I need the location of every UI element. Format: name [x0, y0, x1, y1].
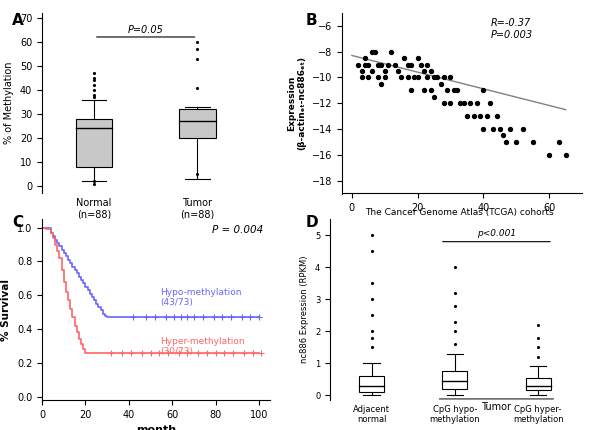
X-axis label: % of methylation: % of methylation: [412, 219, 512, 229]
X-axis label: month: month: [136, 425, 176, 430]
Point: [377, 80, 386, 87]
Point: [413, 74, 422, 81]
Point: [544, 151, 554, 158]
Point: [380, 74, 389, 81]
Point: [452, 87, 462, 94]
Point: [442, 87, 452, 94]
Point: [406, 61, 416, 68]
Point: [353, 61, 363, 68]
Point: [528, 138, 538, 145]
Text: Hyper-methylation
(30/73): Hyper-methylation (30/73): [161, 337, 245, 356]
Point: [426, 87, 436, 94]
Point: [429, 74, 439, 81]
Point: [400, 55, 409, 61]
FancyBboxPatch shape: [76, 119, 112, 167]
Text: Tumor: Tumor: [481, 402, 511, 412]
Text: P=0.05: P=0.05: [128, 25, 164, 34]
Point: [403, 74, 413, 81]
FancyBboxPatch shape: [526, 378, 551, 390]
Y-axis label: Expression
(β-actinₑₜ-nc886ₑₜ): Expression (β-actinₑₜ-nc886ₑₜ): [287, 56, 306, 150]
Point: [495, 126, 505, 132]
Point: [554, 138, 564, 145]
Text: p<0.001: p<0.001: [477, 229, 516, 238]
Point: [419, 68, 429, 74]
Point: [393, 68, 403, 74]
Point: [439, 74, 449, 81]
Point: [498, 132, 508, 139]
Point: [436, 80, 445, 87]
Point: [433, 74, 442, 81]
Point: [485, 100, 495, 107]
Point: [410, 74, 419, 81]
Point: [377, 61, 386, 68]
Text: A: A: [12, 13, 24, 28]
Point: [406, 87, 416, 94]
Text: D: D: [306, 215, 319, 230]
Point: [360, 61, 370, 68]
Point: [488, 126, 498, 132]
Point: [357, 74, 367, 81]
Point: [511, 138, 521, 145]
FancyBboxPatch shape: [359, 376, 384, 392]
Point: [472, 100, 482, 107]
Point: [360, 55, 370, 61]
Point: [383, 61, 393, 68]
Point: [505, 126, 514, 132]
Point: [459, 100, 469, 107]
Point: [416, 61, 426, 68]
Y-axis label: % Survival: % Survival: [1, 279, 11, 341]
Point: [397, 74, 406, 81]
Point: [446, 100, 455, 107]
Point: [469, 113, 478, 120]
Point: [479, 87, 488, 94]
Point: [561, 151, 571, 158]
Point: [419, 87, 429, 94]
FancyBboxPatch shape: [442, 371, 467, 389]
Point: [367, 68, 376, 74]
Point: [390, 61, 400, 68]
Point: [373, 61, 383, 68]
Point: [449, 87, 458, 94]
Y-axis label: nc886 Expression (RPKM): nc886 Expression (RPKM): [301, 256, 310, 363]
Point: [479, 126, 488, 132]
Text: P = 0.004: P = 0.004: [212, 225, 263, 235]
Point: [370, 48, 380, 55]
Point: [446, 74, 455, 81]
Point: [373, 74, 383, 81]
Text: B: B: [306, 13, 317, 28]
Text: R=-0.37
P=0.003: R=-0.37 P=0.003: [491, 18, 533, 40]
Point: [502, 138, 511, 145]
FancyBboxPatch shape: [179, 109, 215, 138]
Point: [426, 68, 436, 74]
Point: [475, 113, 485, 120]
Point: [364, 74, 373, 81]
Point: [518, 126, 527, 132]
Point: [455, 100, 465, 107]
Text: Hypo-methylation
(43/73): Hypo-methylation (43/73): [161, 288, 242, 307]
Point: [429, 93, 439, 100]
Point: [403, 61, 413, 68]
Point: [422, 74, 432, 81]
Point: [413, 55, 422, 61]
Title: The Cancer Genome Atlas (TCGA) cohorts: The Cancer Genome Atlas (TCGA) cohorts: [365, 208, 553, 217]
Point: [466, 100, 475, 107]
Point: [367, 48, 376, 55]
Point: [357, 68, 367, 74]
Point: [422, 61, 432, 68]
Point: [386, 48, 396, 55]
Point: [482, 113, 491, 120]
Text: C: C: [12, 215, 23, 230]
Point: [439, 100, 449, 107]
Point: [364, 61, 373, 68]
Y-axis label: % of Methylation: % of Methylation: [4, 62, 14, 144]
Point: [380, 68, 389, 74]
Point: [462, 113, 472, 120]
Point: [492, 113, 502, 120]
